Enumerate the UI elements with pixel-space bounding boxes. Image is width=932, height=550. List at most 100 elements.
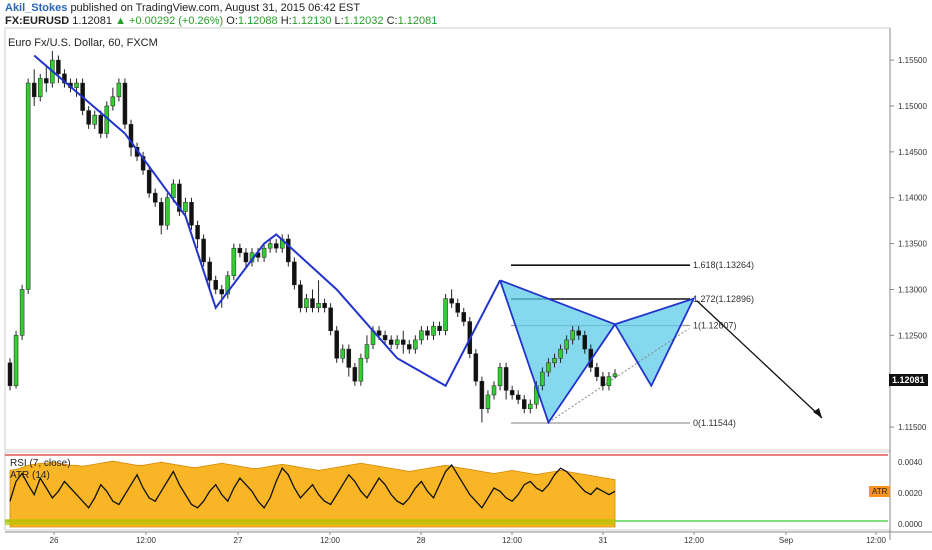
symbol-label[interactable]: FX:EURUSD <box>5 15 70 27</box>
last-price-tag: 1.12081 <box>889 374 928 386</box>
candle-body <box>394 339 400 345</box>
candle-body <box>286 238 291 263</box>
candle-body <box>7 362 13 387</box>
fib-level-label: 1.272(1.12896) <box>693 294 754 304</box>
candle-body <box>56 59 61 75</box>
candle-body <box>152 192 158 203</box>
candle-body <box>606 376 612 387</box>
y-tick-label: 1.13000 <box>898 285 927 294</box>
y-tick-label: 1.12500 <box>898 331 927 340</box>
candle-body <box>515 394 521 400</box>
candle-body <box>546 362 551 373</box>
candle-body <box>38 78 43 98</box>
candle-body <box>437 325 442 331</box>
candle-body <box>128 124 134 148</box>
candle-body <box>207 261 212 281</box>
candle-body <box>165 197 170 226</box>
candle-body <box>310 298 315 309</box>
candle-body <box>74 82 79 88</box>
candle-body <box>540 371 545 387</box>
candle-body <box>201 238 206 263</box>
candle-body <box>425 330 430 336</box>
candle-body <box>473 353 479 382</box>
y-tick-label: 1.11500 <box>898 423 927 432</box>
candle-body <box>304 298 309 309</box>
candle-body <box>183 202 188 212</box>
candle-body <box>443 298 448 331</box>
candle-body <box>364 344 370 359</box>
candle-body <box>570 330 575 341</box>
x-tick-label: 12:00 <box>684 536 705 545</box>
close-value: 1.12081 <box>397 15 438 27</box>
candle-body <box>273 243 279 249</box>
x-tick-label: 12:00 <box>502 536 523 545</box>
main-pane <box>4 27 891 451</box>
candle-body <box>225 275 231 295</box>
x-tick-label: 12:00 <box>866 536 887 545</box>
indicator-tick-label: 0.0040 <box>898 458 923 467</box>
candle-body <box>189 202 194 226</box>
candle-body <box>116 82 122 98</box>
pattern-fill-right <box>615 298 694 386</box>
symbol-line: FX:EURUSD 1.12081 ▲ +0.00292 (+0.26%) O:… <box>5 15 437 27</box>
x-tick-label: 27 <box>234 536 243 545</box>
candle-body <box>582 335 587 350</box>
harmonic-pattern-outline <box>499 279 696 425</box>
candle-body <box>449 298 454 304</box>
projection-arrow-line <box>696 300 823 419</box>
fib-level-label: 1.618(1.13264) <box>693 260 754 270</box>
candle-body <box>552 358 557 364</box>
author-link[interactable]: Akil_Stokes <box>5 2 68 14</box>
x-tick-label: Sep <box>779 536 794 545</box>
candle-body <box>219 289 224 295</box>
candle-body <box>13 335 19 387</box>
atr-label[interactable]: ATR (14) <box>10 470 50 481</box>
candle-body <box>600 376 606 387</box>
candle-body <box>358 358 364 382</box>
atr-base-band <box>5 519 615 525</box>
y-tick-label: 1.14000 <box>898 194 927 203</box>
candle-body <box>98 114 103 134</box>
projection-arrow-head <box>813 408 822 418</box>
candle-body <box>213 280 218 290</box>
candle-body <box>509 390 515 396</box>
atr-area <box>9 460 616 528</box>
candle-body <box>19 289 25 336</box>
published-text: published on TradingView.com, August 31,… <box>70 2 361 14</box>
candle-body <box>195 224 200 240</box>
candle-body <box>334 330 339 359</box>
chart-title: Euro Fx/U.S. Dollar, 60, FXCM <box>8 37 158 49</box>
price-change: +0.00292 (+0.26%) <box>129 15 224 27</box>
up-arrow-icon: ▲ <box>115 15 126 27</box>
candle-body <box>528 403 533 409</box>
candle-body <box>576 330 581 336</box>
low-value: 1.12032 <box>343 15 384 27</box>
y-tick-label: 1.15500 <box>898 56 927 65</box>
indicator-tick-label: 0.0020 <box>898 489 923 498</box>
candle-body <box>25 82 31 290</box>
candle-body <box>497 367 503 387</box>
candle-body <box>328 307 333 331</box>
candle-body <box>419 330 424 341</box>
open-label: O: <box>226 15 238 27</box>
rsi-label[interactable]: RSI (7, close) <box>10 458 71 469</box>
candle-body <box>122 82 128 125</box>
candle-body <box>401 339 406 345</box>
publish-line: Akil_Stokes published on TradingView.com… <box>5 2 360 14</box>
x-tick-label: 26 <box>50 536 59 545</box>
candle-body <box>491 385 497 396</box>
x-tick-label: 12:00 <box>320 536 341 545</box>
candle-body <box>267 243 273 249</box>
candle-body <box>31 82 37 98</box>
candle-body <box>86 110 91 125</box>
fib-level-label: 0(1.11544) <box>693 418 736 428</box>
candle-body <box>407 344 412 350</box>
low-label: L: <box>334 15 344 27</box>
high-label: H: <box>280 15 292 27</box>
candle-body <box>564 339 569 350</box>
candle-body <box>388 339 394 345</box>
candle-body <box>382 335 388 341</box>
candle-body <box>503 367 509 391</box>
candle-body <box>171 183 176 198</box>
